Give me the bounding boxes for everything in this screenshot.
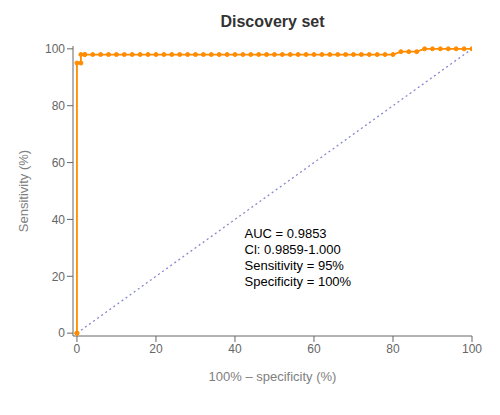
svg-text:20: 20 xyxy=(149,342,163,356)
svg-text:100: 100 xyxy=(462,342,482,356)
html-text:AUC = 0.9853 Cl: 0.9859-1.000: AUC = 0.9853 Cl: 0.9859-1.000 Sensitivit… xyxy=(244,225,352,289)
html-text:Discovery set: Discovery set xyxy=(220,13,325,30)
svg-text:80: 80 xyxy=(386,342,400,356)
svg-text:Sensitivity (%): Sensitivity (%) xyxy=(16,150,31,232)
svg-text:80: 80 xyxy=(52,99,66,113)
svg-text:100: 100 xyxy=(45,42,65,56)
svg-text:20: 20 xyxy=(52,270,66,284)
svg-text:40: 40 xyxy=(228,342,242,356)
svg-text:0: 0 xyxy=(58,326,65,340)
svg-text:60: 60 xyxy=(52,156,66,170)
svg-text:0: 0 xyxy=(74,342,81,356)
svg-text:40: 40 xyxy=(52,213,66,227)
svg-text:60: 60 xyxy=(307,342,321,356)
svg-text:100% – specificity (%): 100% – specificity (%) xyxy=(209,369,337,384)
